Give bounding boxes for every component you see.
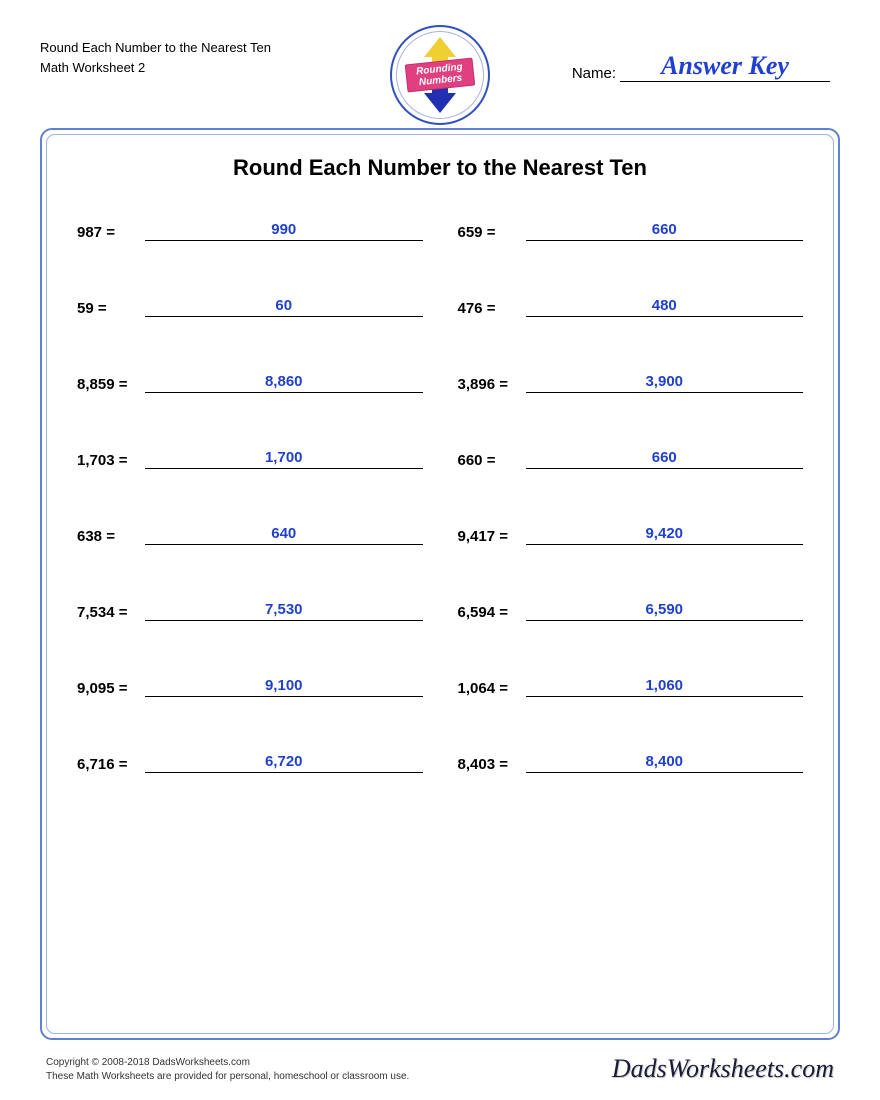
problem-answer: 9,100	[145, 677, 423, 697]
problem-row: 1,064 = 1,060	[458, 677, 804, 697]
logo-inner: Rounding Numbers	[400, 35, 480, 115]
problem-answer: 7,530	[145, 601, 423, 621]
copyright: Copyright © 2008-2018 DadsWorksheets.com	[46, 1056, 409, 1070]
problem-prompt: 1,703 =	[77, 452, 139, 469]
arrow-down-icon	[424, 93, 456, 113]
header-line2: Math Worksheet 2	[40, 58, 271, 78]
problem-row: 8,403 = 8,400	[458, 753, 804, 773]
problem-row: 987 = 990	[77, 221, 423, 241]
problem-prompt: 476 =	[458, 300, 520, 317]
name-label: Name:	[572, 65, 616, 82]
problem-prompt: 59 =	[77, 300, 139, 317]
problem-row: 8,859 = 8,860	[77, 373, 423, 393]
worksheet-page: Round Each Number to the Nearest Ten Mat…	[0, 0, 880, 1100]
problem-prompt: 659 =	[458, 224, 520, 241]
problem-answer: 6,590	[526, 601, 804, 621]
header-line1: Round Each Number to the Nearest Ten	[40, 38, 271, 58]
problem-prompt: 8,403 =	[458, 756, 520, 773]
problem-prompt: 3,896 =	[458, 376, 520, 393]
footer-brand: DadsWorksheets.com	[612, 1054, 834, 1084]
problem-row: 7,534 = 7,530	[77, 601, 423, 621]
problem-answer: 640	[145, 525, 423, 545]
problem-answer: 1,700	[145, 449, 423, 469]
header-titles: Round Each Number to the Nearest Ten Mat…	[40, 30, 271, 77]
name-value: Answer Key	[620, 52, 830, 82]
problem-row: 9,417 = 9,420	[458, 525, 804, 545]
problem-prompt: 987 =	[77, 224, 139, 241]
logo: Rounding Numbers	[390, 25, 490, 125]
problem-row: 476 = 480	[458, 297, 804, 317]
problem-row: 660 = 660	[458, 449, 804, 469]
content-frame-inner: Round Each Number to the Nearest Ten 987…	[46, 134, 834, 1034]
problem-prompt: 1,064 =	[458, 680, 520, 697]
problem-answer: 660	[526, 221, 804, 241]
problem-row: 6,716 = 6,720	[77, 753, 423, 773]
problem-prompt: 6,594 =	[458, 604, 520, 621]
problem-answer: 8,400	[526, 753, 804, 773]
problem-answer: 480	[526, 297, 804, 317]
logo-circle: Rounding Numbers	[390, 25, 490, 125]
problem-answer: 3,900	[526, 373, 804, 393]
problem-row: 9,095 = 9,100	[77, 677, 423, 697]
problem-prompt: 6,716 =	[77, 756, 139, 773]
page-header: Round Each Number to the Nearest Ten Mat…	[40, 30, 840, 120]
problem-answer: 60	[145, 297, 423, 317]
problem-answer: 9,420	[526, 525, 804, 545]
arrow-up-icon	[424, 37, 456, 57]
problem-row: 659 = 660	[458, 221, 804, 241]
problem-row: 6,594 = 6,590	[458, 601, 804, 621]
problem-answer: 660	[526, 449, 804, 469]
name-field: Name: Answer Key	[572, 30, 840, 82]
problem-prompt: 9,095 =	[77, 680, 139, 697]
page-footer: Copyright © 2008-2018 DadsWorksheets.com…	[40, 1054, 840, 1084]
problem-row: 638 = 640	[77, 525, 423, 545]
problem-prompt: 9,417 =	[458, 528, 520, 545]
problem-row: 1,703 = 1,700	[77, 449, 423, 469]
worksheet-title: Round Each Number to the Nearest Ten	[77, 155, 803, 181]
problem-prompt: 8,859 =	[77, 376, 139, 393]
footer-legal: Copyright © 2008-2018 DadsWorksheets.com…	[46, 1056, 409, 1084]
problem-answer: 990	[145, 221, 423, 241]
problem-prompt: 660 =	[458, 452, 520, 469]
content-frame-outer: Round Each Number to the Nearest Ten 987…	[40, 128, 840, 1040]
disclaimer: These Math Worksheets are provided for p…	[46, 1070, 409, 1084]
problems-grid: 987 =990659 =66059 =60476 =4808,859 =8,8…	[77, 221, 803, 773]
problem-prompt: 7,534 =	[77, 604, 139, 621]
logo-text: Rounding Numbers	[405, 58, 476, 93]
problem-prompt: 638 =	[77, 528, 139, 545]
problem-answer: 1,060	[526, 677, 804, 697]
problem-answer: 6,720	[145, 753, 423, 773]
problem-row: 59 = 60	[77, 297, 423, 317]
problem-answer: 8,860	[145, 373, 423, 393]
problem-row: 3,896 = 3,900	[458, 373, 804, 393]
